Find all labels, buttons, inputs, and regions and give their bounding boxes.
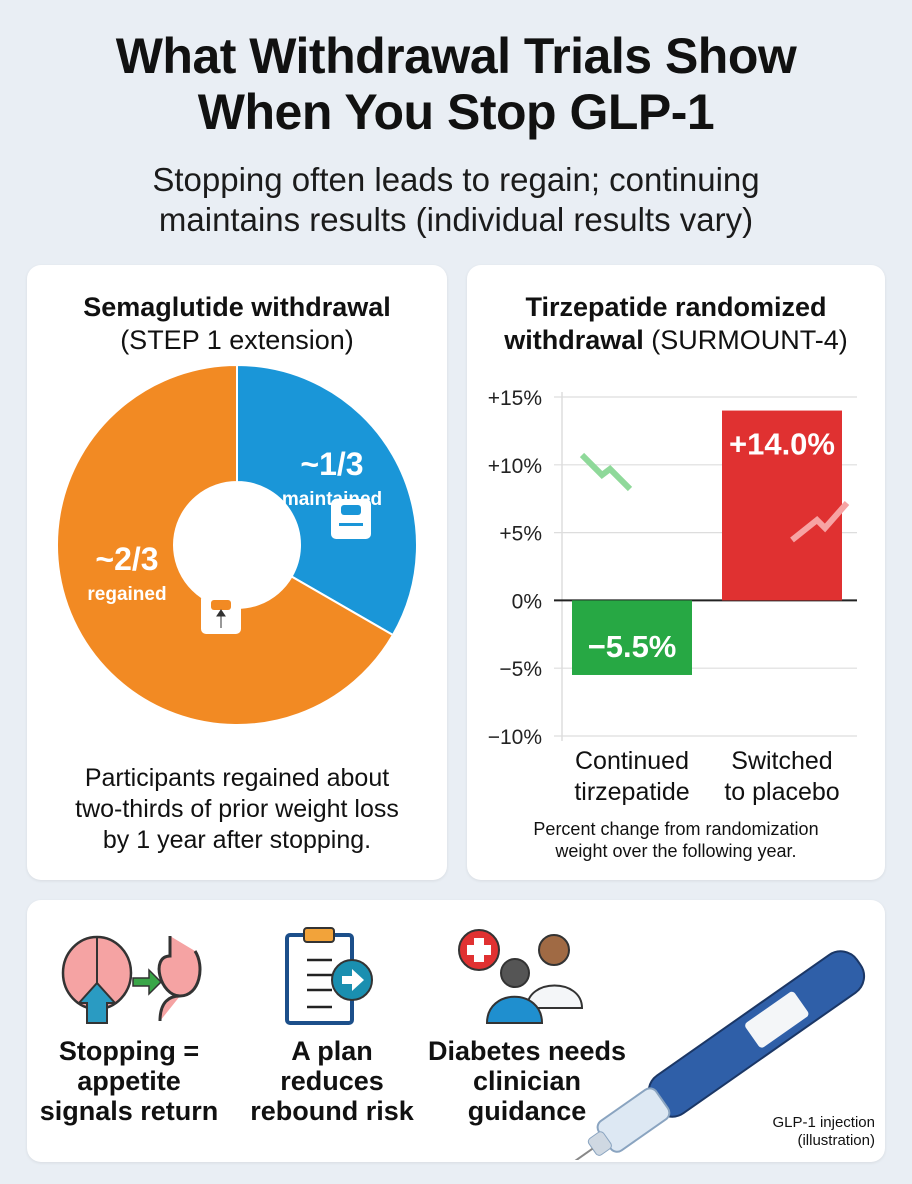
scale-up-icon xyxy=(201,594,241,634)
page-title: What Withdrawal Trials Show When You Stop… xyxy=(115,28,797,140)
slice-label: ~1/3 xyxy=(300,446,363,482)
bar-placebo xyxy=(722,410,842,601)
bar-continued xyxy=(572,600,692,675)
semaglutide-caption: Participants regained about two-thirds of… xyxy=(75,764,399,854)
donut-slice-maintained xyxy=(236,363,418,637)
slice-sublabel: regained xyxy=(87,584,166,605)
clipboard-plan-icon xyxy=(285,927,373,1025)
bar-data-label: +14.0% xyxy=(729,427,835,462)
y-tick-label: +10% xyxy=(488,455,542,478)
y-tick-label: −10% xyxy=(488,726,542,749)
scale-dial xyxy=(211,600,231,610)
x-category-label: Switched xyxy=(731,747,832,775)
scale-icon xyxy=(331,499,371,539)
pen-caption: GLP-1 injection (illustration) xyxy=(772,1114,875,1149)
page-subtitle: Stopping often leads to regain; continui… xyxy=(152,161,760,238)
tip-plan: A plan reduces rebound risk xyxy=(250,1036,414,1126)
brain-stomach-icon xyxy=(61,935,202,1024)
trend-up-icon xyxy=(790,501,850,543)
slice-label: ~2/3 xyxy=(95,541,158,577)
trend-down-icon xyxy=(579,452,633,492)
tip-stopping: Stopping = appetite signals return xyxy=(39,1036,219,1126)
y-tick-label: +5% xyxy=(499,523,542,546)
tips-card: Stopping = appetite signals return A plan r… xyxy=(27,900,885,1162)
up-arrow xyxy=(216,609,226,628)
tirzepatide-caption: Percent change from randomization weight … xyxy=(533,819,819,861)
tip-diabetes: Diabetes needs clinician guidance xyxy=(427,1036,627,1126)
y-tick-label: 0% xyxy=(512,590,542,613)
bar-chart: +15% +10% +5% 0% −5% −10% −5.5% Continued tirzep… xyxy=(488,387,857,806)
semaglutide-title: Semaglutide withdrawal (STEP 1 extension) xyxy=(83,292,391,355)
x-category-label: to placebo xyxy=(724,778,839,806)
tirzepatide-card: Tirzepatide randomized withdrawal (SURMOU… xyxy=(467,265,885,880)
injection-pen-illustration xyxy=(557,950,866,1160)
y-tick-label: −5% xyxy=(499,658,542,681)
y-tick-label: +15% xyxy=(488,387,542,410)
semaglutide-card: Semaglutide withdrawal (STEP 1 extension)… xyxy=(27,265,447,880)
donut-slice-regained xyxy=(56,363,395,726)
clinician-icon xyxy=(458,929,584,1024)
x-category-label: Continued xyxy=(575,747,689,775)
x-category-label: tirzepatide xyxy=(574,778,689,806)
scale-dial xyxy=(341,505,361,515)
bar-data-label: −5.5% xyxy=(588,629,677,664)
tirzepatide-title: Tirzepatide randomized withdrawal (SURMOU… xyxy=(504,292,848,355)
scale-line xyxy=(339,523,363,526)
